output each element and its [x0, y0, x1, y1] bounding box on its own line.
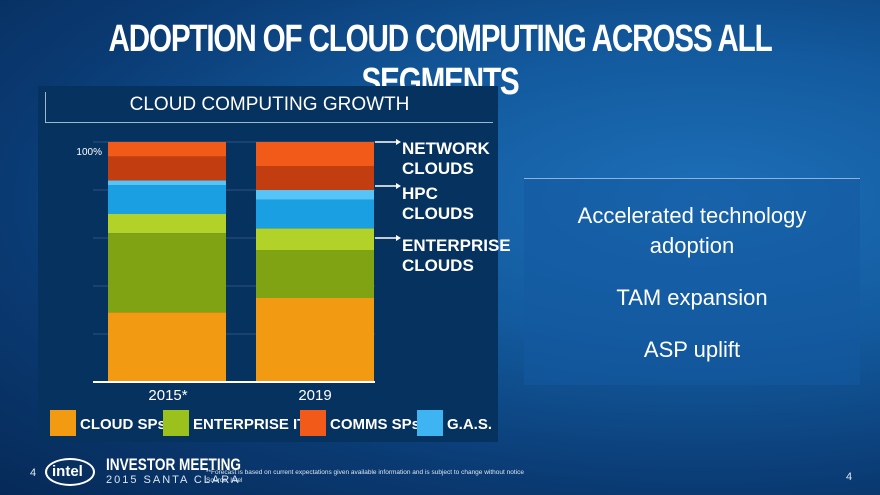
- page-number-left: 4: [30, 467, 37, 479]
- annotation-hpc-clouds: HPC CLOUDS: [375, 183, 474, 223]
- x-tick-label-2019: 2019: [298, 387, 331, 404]
- legend-label-enterprise-it: ENTERPRISE IT: [193, 416, 306, 433]
- investor-meeting-title: INVESTOR MEETING: [106, 455, 242, 474]
- bar-segment-1-4: [256, 190, 374, 200]
- chart-title: CLOUD COMPUTING GROWTH: [129, 94, 410, 115]
- y-tick-label: 100%: [76, 147, 102, 158]
- page-number-right: 4: [846, 471, 853, 483]
- highlight-line: ASP uplift: [643, 337, 741, 362]
- annotation-enterprise-clouds: ENTERPRISE CLOUDS: [375, 235, 511, 275]
- bar-segment-0-2: [108, 214, 226, 234]
- legend-swatch-gas: [417, 410, 443, 436]
- annotation-label: NETWORK: [402, 139, 491, 158]
- bar-segment-1-0: [256, 298, 374, 382]
- chart-bars: [108, 142, 374, 382]
- highlight-line: TAM expansion: [616, 285, 768, 310]
- disclaimer-line: **Forecast is based on current expectati…: [206, 469, 524, 476]
- bar-segment-1-3: [256, 199, 374, 229]
- legend-swatch-enterprise-it: [163, 410, 189, 436]
- legend-swatch-cloud-sps: [50, 410, 76, 436]
- source-line: Source: Intel: [206, 477, 243, 484]
- x-tick-label-2015: 2015*: [148, 387, 187, 404]
- logo-text: intel: [52, 463, 83, 480]
- chart-heading: CLOUD COMPUTING GROWTH: [45, 92, 493, 123]
- legend-label-cloud-sps: CLOUD SPs: [80, 416, 166, 433]
- annotation-label: ENTERPRISE: [402, 236, 511, 255]
- highlights-panel: Accelerated technology adoption TAM expa…: [524, 178, 860, 385]
- legend-label-gas: G.A.S.: [447, 416, 492, 433]
- arrow-icon: [396, 183, 401, 189]
- arrow-icon: [396, 139, 401, 145]
- investor-meeting-subtitle: 2015 SANTA CLARA: [106, 474, 241, 486]
- legend-label-comms-sps: COMMS SPs: [330, 416, 420, 433]
- bar-segment-1-2: [256, 228, 374, 250]
- legend-swatch-comms-sps: [300, 410, 326, 436]
- annotation-label: CLOUDS: [402, 159, 474, 178]
- bar-segment-0-1: [108, 233, 226, 313]
- bar-segment-0-0: [108, 312, 226, 382]
- highlight-line: Accelerated technology: [577, 203, 807, 228]
- annotation-label: CLOUDS: [402, 256, 474, 275]
- highlight-line: adoption: [649, 233, 735, 258]
- annotation-network-clouds: NETWORK CLOUDS: [375, 139, 491, 178]
- disclaimer: **Forecast is based on current expectati…: [206, 469, 524, 485]
- bar-segment-0-3: [108, 185, 226, 214]
- bar-segment-0-5: [108, 156, 226, 181]
- slide-title: ADOPTION OF CLOUD COMPUTING ACROSS ALL S…: [108, 18, 772, 103]
- legend: CLOUD SPs ENTERPRISE IT COMMS SPs G.A.S.: [50, 410, 492, 436]
- bar-segment-0-6: [108, 142, 226, 157]
- bar-segment-1-1: [256, 250, 374, 298]
- bar-segment-1-6: [256, 142, 374, 166]
- annotation-label: CLOUDS: [402, 204, 474, 223]
- arrow-icon: [396, 235, 401, 241]
- bar-segment-0-4: [108, 180, 226, 186]
- intel-logo: intel: [45, 458, 95, 486]
- annotation-label: HPC: [402, 184, 438, 203]
- bar-segment-1-5: [256, 166, 374, 190]
